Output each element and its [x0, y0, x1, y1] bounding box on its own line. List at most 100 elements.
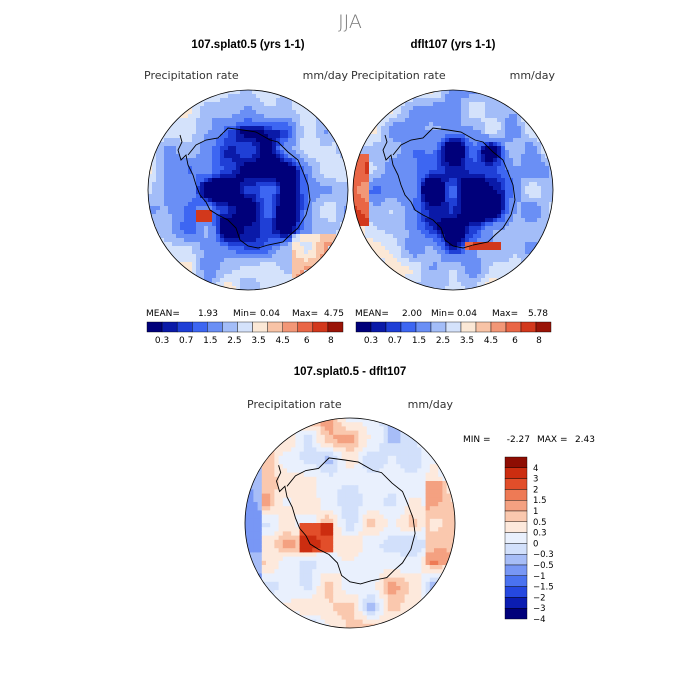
map-cell: [284, 186, 289, 191]
map-cell: [152, 210, 157, 215]
map-cell: [509, 258, 514, 263]
map-cell: [164, 238, 169, 243]
map-cell: [160, 154, 165, 159]
map-cell: [485, 226, 490, 231]
map-cell: [248, 198, 253, 203]
map-cell: [328, 186, 333, 191]
map-cell: [477, 190, 482, 195]
map-cell: [513, 122, 518, 127]
map-cell: [417, 262, 422, 267]
map-cell: [453, 134, 458, 139]
map-cell: [156, 158, 161, 163]
map-cell: [312, 598, 317, 604]
map-cell: [397, 266, 402, 271]
map-cell: [232, 282, 237, 287]
map-cell: [521, 178, 526, 183]
map-cell: [299, 489, 305, 494]
map-cell: [413, 142, 418, 147]
map-cell: [236, 94, 241, 99]
map-cell: [324, 226, 329, 231]
map-cell: [381, 190, 386, 195]
map-cell: [280, 170, 285, 175]
map-cell: [184, 142, 189, 147]
map-cell: [172, 238, 177, 243]
map-cell: [377, 142, 382, 147]
map-cell: [292, 250, 297, 255]
map-cell: [291, 497, 296, 503]
map-cell: [521, 222, 526, 227]
map-cell: [413, 186, 418, 191]
map-cell: [453, 90, 458, 95]
map-cell: [397, 122, 402, 127]
map-cell: [513, 154, 518, 159]
map-cell: [252, 174, 257, 179]
map-cell: [312, 535, 317, 541]
map-cell: [268, 106, 273, 111]
map-cell: [308, 126, 313, 131]
map-cell: [429, 222, 434, 227]
map-cell: [312, 607, 317, 612]
map-cell: [405, 202, 410, 207]
map-cell: [312, 447, 317, 452]
map-cell: [208, 114, 213, 119]
map-cell: [405, 138, 410, 143]
map-cell: [493, 210, 498, 215]
map-cell: [244, 178, 249, 183]
map-cell: [333, 451, 338, 457]
map-cell: [152, 206, 157, 211]
map-cell: [308, 114, 313, 119]
map-cell: [280, 270, 285, 275]
map-cell: [300, 250, 305, 255]
map-cell: [316, 586, 321, 591]
map-cell: [312, 481, 317, 486]
map-cell: [176, 206, 181, 211]
map-cell: [232, 150, 237, 155]
map-cell: [280, 198, 285, 203]
map-cell: [333, 468, 338, 473]
map-cell: [220, 206, 225, 211]
map-cell: [212, 242, 217, 247]
map-cell: [196, 230, 201, 235]
map-cell: [417, 230, 422, 235]
map-cell: [481, 126, 486, 131]
map-cell: [253, 527, 258, 532]
map-cell: [292, 262, 297, 267]
map-cell: [316, 481, 321, 486]
map-cell: [260, 286, 265, 290]
map-cell: [409, 106, 414, 111]
map-cell: [295, 539, 300, 545]
map-cell: [200, 170, 205, 175]
map-cell: [533, 222, 538, 227]
map-cell: [357, 198, 362, 203]
map-cell: [208, 266, 213, 271]
map-cell: [324, 493, 330, 499]
map-cell: [469, 154, 474, 159]
map-cell: [266, 518, 271, 524]
map-cell: [320, 150, 325, 155]
map-cell: [365, 222, 370, 227]
map-cell: [417, 206, 422, 211]
map-cell: [393, 158, 398, 163]
map-cell: [300, 258, 305, 263]
map-cell: [469, 210, 474, 215]
map-cell: [200, 146, 205, 151]
map-cell: [152, 170, 157, 175]
map-cell: [429, 254, 434, 259]
colorbar-tick: 2.5: [436, 336, 450, 346]
map-cell: [469, 214, 474, 219]
map-cell: [340, 174, 345, 179]
map-cell: [332, 170, 337, 175]
map-cell: [316, 130, 321, 135]
map-cell: [300, 138, 305, 143]
map-cell: [256, 182, 261, 187]
map-cell: [244, 206, 249, 211]
map-cell: [196, 130, 201, 135]
map-cell: [453, 98, 458, 103]
map-cell: [461, 166, 466, 171]
map-cell: [266, 573, 271, 578]
map-cell: [200, 262, 205, 267]
map-cell: [441, 274, 446, 279]
map-cell: [316, 489, 321, 494]
map-cell: [445, 174, 450, 179]
map-cell: [505, 158, 510, 163]
